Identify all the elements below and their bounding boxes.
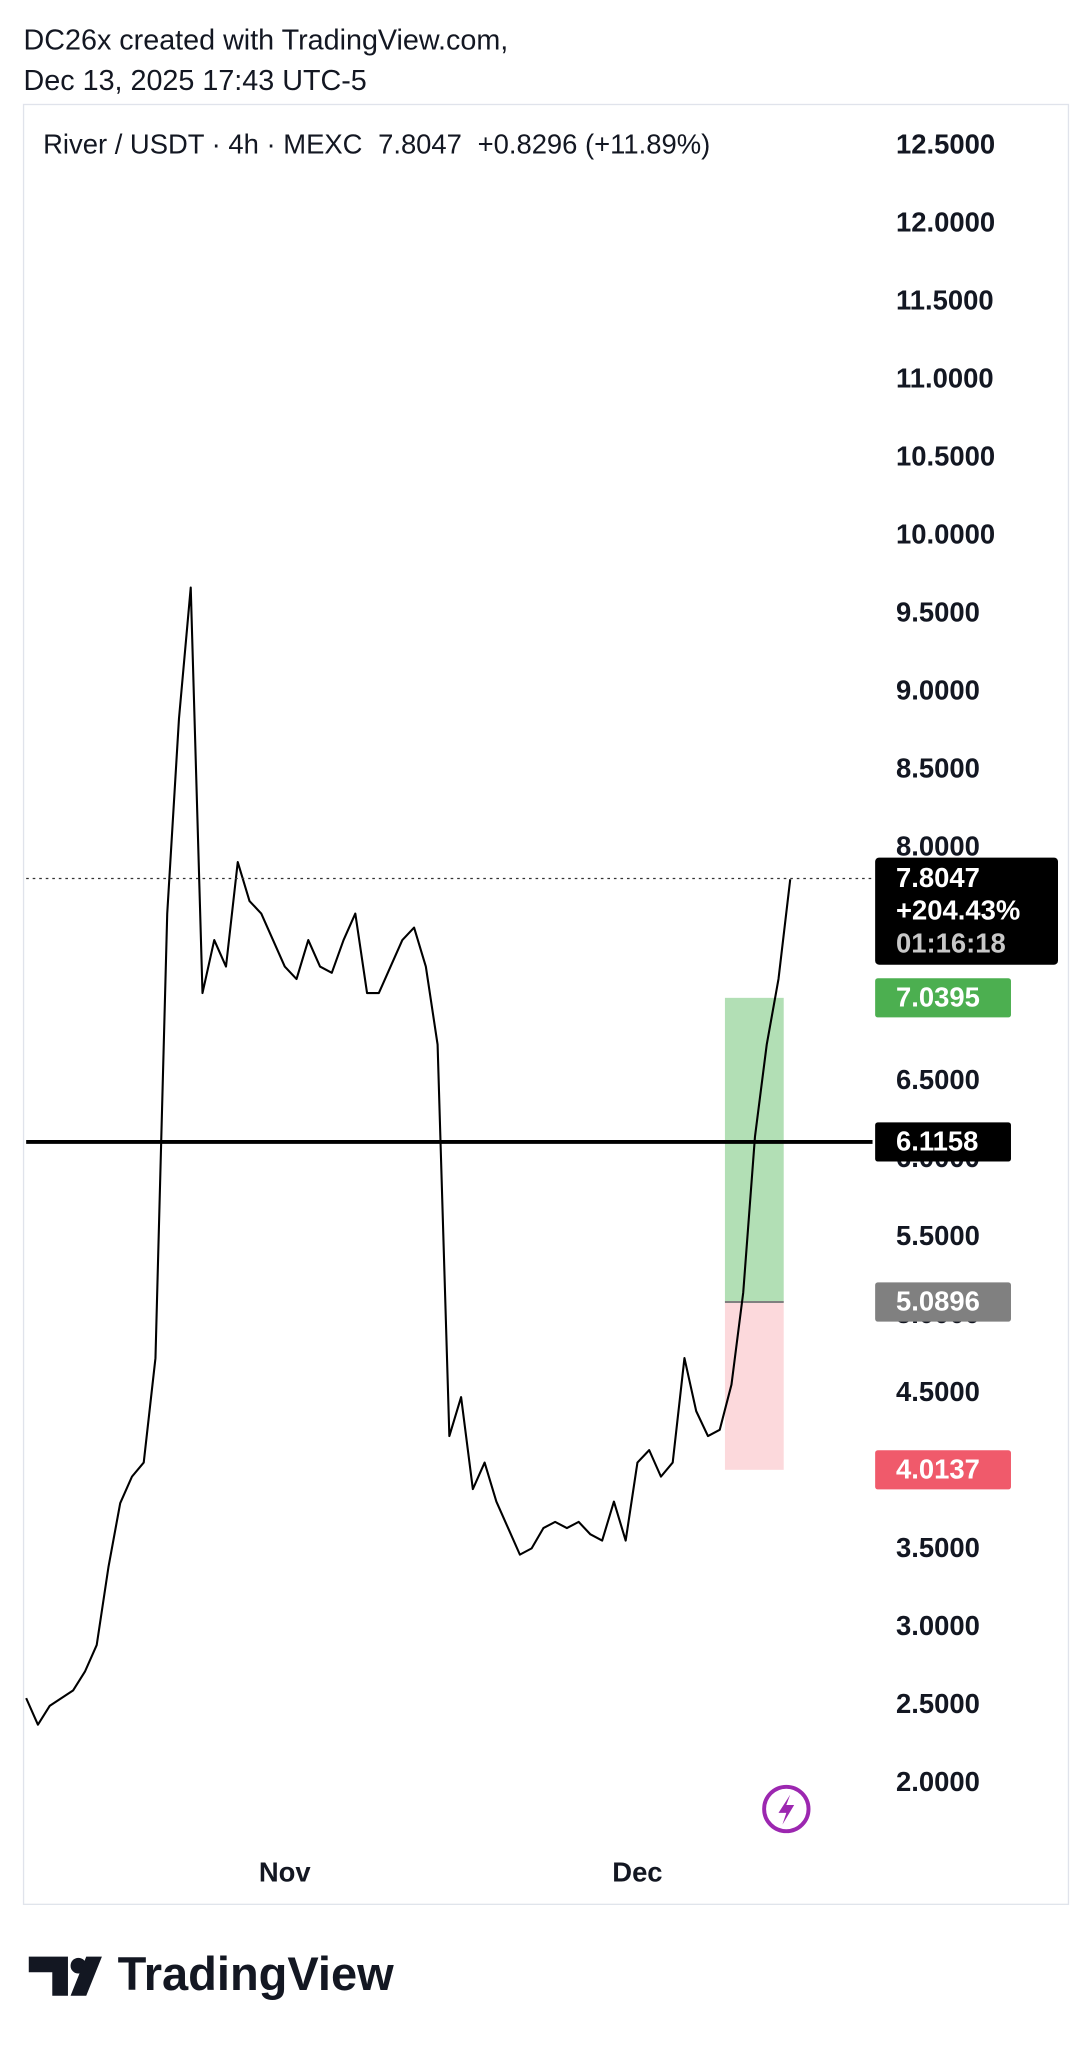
y-tick-label: 2.5000 [896, 1688, 980, 1719]
target-badge: 7.0395 [896, 981, 980, 1012]
y-tick-label: 12.0000 [896, 206, 995, 237]
header-line: DC26x created with TradingView.com, [24, 24, 509, 56]
y-tick-label: 6.5000 [896, 1064, 980, 1095]
y-tick-label: 11.0000 [896, 362, 994, 393]
y-tick-label: 5.5000 [896, 1220, 980, 1251]
entry-badge-bg [875, 1282, 1011, 1322]
entry-badge: 5.0896 [896, 1286, 980, 1317]
footer-logo: TradingView [28, 1947, 395, 2000]
y-tick-label: 12.5000 [896, 128, 995, 159]
y-tick-label: 10.0000 [896, 518, 995, 549]
stop-badge: 4.0137 [896, 1453, 980, 1484]
price-badge-countdown: 01:16:18 [896, 927, 1006, 958]
y-tick-label: 8.5000 [896, 752, 980, 783]
price-badge-change: +204.43% [896, 895, 1020, 926]
stop-badge-bg [875, 1450, 1011, 1490]
y-tick-label: 3.5000 [896, 1532, 980, 1563]
x-tick-label: Nov [259, 1857, 312, 1888]
line-badge-bg [875, 1122, 1011, 1162]
lightning-icon [762, 1784, 811, 1834]
y-tick-label: 3.0000 [896, 1610, 980, 1641]
y-tick-label: 9.5000 [896, 596, 980, 627]
symbol: River / USDT · 4h · MEXC [43, 129, 362, 160]
last-price: 7.8047 [378, 129, 462, 160]
price-badge-value: 7.8047 [896, 862, 980, 893]
y-tick-label: 4.5000 [896, 1376, 980, 1407]
y-tick-label: 8.0000 [896, 830, 980, 861]
y-tick-label: 10.5000 [896, 440, 995, 471]
y-tick-label: 11.5000 [896, 284, 994, 315]
footer-text: TradingView [118, 1947, 395, 2000]
header-line: Dec 13, 2025 17:43 UTC-5 [24, 65, 367, 97]
target-badge-bg [875, 978, 1011, 1018]
price-badge-bg [875, 857, 1058, 965]
loss-zone [724, 1301, 784, 1470]
legend: River / USDT · 4h · MEXC 7.8047 +0.8296 (+… [43, 129, 710, 160]
x-tick-label: Dec [612, 1857, 662, 1888]
y-tick-label: 2.0000 [896, 1766, 980, 1797]
line-badge: 6.1158 [896, 1125, 978, 1156]
change: +0.8296 (+11.89%) [478, 129, 711, 160]
chart-frame [22, 103, 1070, 1905]
y-tick-label: 9.0000 [896, 674, 980, 705]
price-line [25, 586, 792, 1726]
